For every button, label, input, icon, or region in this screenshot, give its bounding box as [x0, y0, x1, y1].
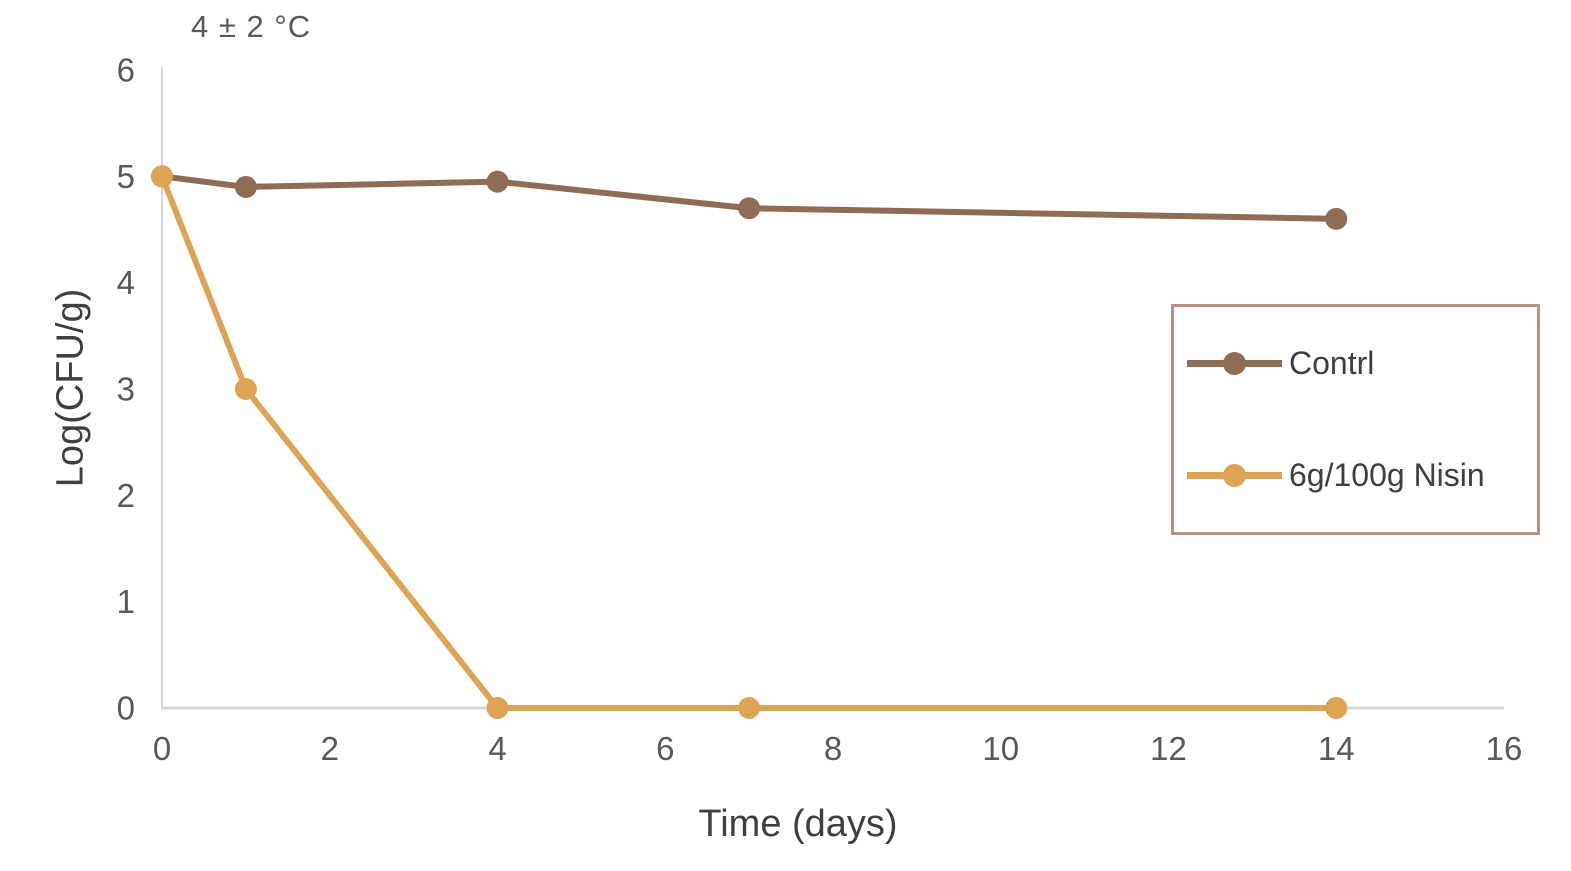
- legend-item-nisin: 6g/100g Nisin: [1187, 457, 1537, 494]
- x-tick-label-12: 12: [1150, 730, 1187, 767]
- y-tick-label-1: 1: [117, 583, 135, 620]
- data-point-contrl-day-1: [234, 175, 257, 198]
- legend: Contrl 6g/100g Nisin: [1171, 304, 1540, 535]
- x-tick-label-0: 0: [153, 730, 171, 767]
- y-tick-label-3: 3: [117, 371, 135, 408]
- x-tick-label-6: 6: [656, 730, 674, 767]
- data-point-contrl-day-14: [1325, 207, 1348, 230]
- x-tick-label-2: 2: [321, 730, 339, 767]
- x-tick-label-4: 4: [488, 730, 506, 767]
- data-point-contrl-day-7: [738, 197, 761, 220]
- data-point-6g-100g-nisin-day-14: [1325, 697, 1348, 719]
- data-point-6g-100g-nisin-day-4: [486, 697, 509, 719]
- legend-dot-icon: [1223, 464, 1246, 488]
- x-tick-label-8: 8: [824, 730, 842, 767]
- x-tick-label-14: 14: [1318, 730, 1355, 767]
- data-point-6g-100g-nisin-day-1: [234, 378, 257, 400]
- y-tick-label-6: 6: [117, 52, 135, 89]
- series-line-6g-100g-nisin: [159, 173, 1340, 711]
- chart-title: 4 ± 2 °C: [191, 9, 312, 44]
- y-tick-label-5: 5: [117, 158, 135, 195]
- data-point-6g-100g-nisin-day-7: [738, 697, 761, 719]
- x-tick-label-10: 10: [982, 730, 1019, 767]
- data-point-6g-100g-nisin-day-0: [151, 165, 173, 188]
- legend-dot-icon: [1223, 351, 1246, 375]
- y-tick-label-2: 2: [117, 477, 135, 514]
- x-tick-label-16: 16: [1486, 730, 1523, 767]
- y-tick-label-4: 4: [117, 264, 135, 301]
- x-axis-title: Time (days): [698, 803, 898, 845]
- y-tick-label-0: 0: [117, 690, 135, 727]
- legend-label-contrl: Contrl: [1289, 344, 1375, 381]
- legend-marker-nisin: [1187, 464, 1282, 488]
- legend-label-nisin: 6g/100g Nisin: [1289, 457, 1485, 494]
- legend-item-contrl: Contrl: [1187, 345, 1537, 382]
- data-point-contrl-day-4: [486, 170, 509, 193]
- legend-marker-contrl: [1187, 351, 1282, 375]
